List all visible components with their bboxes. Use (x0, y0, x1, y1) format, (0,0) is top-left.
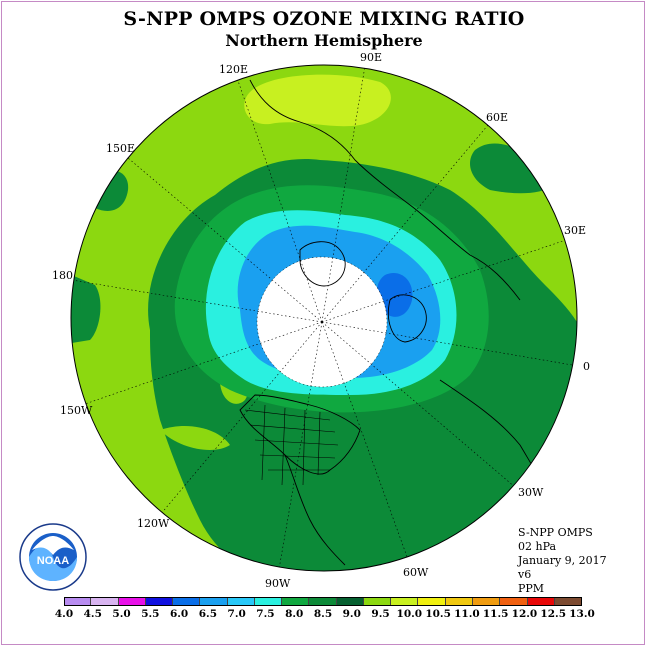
colorbar-swatch (336, 597, 364, 606)
colorbar-tick-label: 6.0 (169, 608, 189, 620)
colorbar-tick-label: 6.5 (198, 608, 218, 620)
meridian-lines (71, 65, 577, 571)
lon-label-90e: 90E (360, 51, 382, 64)
colorbar-swatch (64, 597, 92, 606)
dark-green-blob-northeast (470, 143, 555, 194)
colorbar-tick-label: 5.0 (112, 608, 131, 620)
colorbar-tick-label: 11.0 (454, 608, 480, 620)
noaa-logo-svg: NOAA (19, 523, 87, 591)
eurasia-coast (249, 79, 521, 301)
colorbar-tick-label: 4.0 (54, 608, 74, 620)
us-state-borders (244, 404, 339, 486)
noaa-logo-text: NOAA (37, 555, 69, 567)
colorbar-swatch (363, 597, 392, 606)
lon-label-60e: 60E (486, 111, 508, 124)
colorbar-tick-label: 5.5 (141, 608, 160, 620)
info-level: 02 hPa (518, 540, 557, 553)
colorbar-swatch (282, 597, 310, 606)
colorbar-tick-label: 9.5 (371, 608, 390, 620)
info-instrument: S-NPP OMPS (518, 526, 593, 539)
lon-label-120w: 120W (137, 517, 170, 530)
colorbar-swatch (445, 597, 473, 606)
colorbar-swatch (391, 597, 419, 606)
state-lines-vertical (261, 404, 321, 486)
light-green-west (160, 425, 230, 450)
latitude-circles (256, 256, 388, 388)
lon-label-150e: 150E (106, 142, 135, 155)
colorbar-swatch (527, 597, 555, 606)
longitude-labels: 90E 120E 60E 150E 30E 180 0 150W 30W 120… (52, 51, 590, 590)
info-date: January 9, 2017 (518, 554, 607, 567)
colorbar-tick-label: 7.0 (227, 608, 246, 620)
info-version: v6 (518, 568, 532, 581)
page-title: S-NPP OMPS OZONE MIXING RATIO (123, 8, 525, 30)
colorbar-swatch (118, 597, 146, 606)
colorbar-swatch (254, 597, 283, 606)
lon-label-0: 0 (583, 360, 590, 373)
yellow-patch (244, 74, 391, 127)
north-america-coast (239, 394, 361, 475)
noaa-logo: NOAA (18, 522, 88, 592)
state-lines-horizontal (244, 409, 339, 471)
page-subtitle: Northern Hemisphere (225, 31, 423, 50)
lon-label-60w: 60W (403, 566, 429, 579)
lon-label-30w: 30W (518, 486, 544, 499)
colorbar-tick-label: 12.5 (540, 608, 567, 620)
scandinavia-coast (387, 294, 427, 343)
colorbar-tick-label: 12.0 (511, 608, 538, 620)
lon-label-180: 180 (52, 269, 73, 282)
colorbar-swatch (309, 597, 337, 606)
colorbar-swatch (554, 597, 583, 606)
colorbar-swatch (173, 597, 201, 606)
dark-blue-spot (377, 272, 413, 317)
lon-label-30e: 30E (564, 224, 586, 237)
colorbar-tick-label: 4.5 (83, 608, 102, 620)
colorbar-swatch (500, 597, 528, 606)
lon-label-90w: 90W (265, 577, 291, 590)
colorbar-swatch (418, 597, 446, 606)
map-boundary (70, 64, 578, 572)
colorbar-tick-label: 8.5 (313, 608, 333, 620)
ozone-field (71, 65, 577, 571)
lon-label-120e: 120E (219, 63, 248, 76)
central-america-coast (284, 454, 346, 566)
dark-green-blob-west (71, 270, 101, 345)
colorbar-tick-label: 11.5 (482, 608, 509, 620)
colorbar-swatch (472, 597, 501, 606)
colorbar-tick-label: 10.5 (425, 608, 451, 620)
colorbar-tick-label: 8.0 (285, 608, 304, 620)
colorbar-swatch (227, 597, 255, 606)
info-units: PPM (518, 582, 545, 595)
colorbar-swatch (91, 597, 119, 606)
colorbar-tick-label: 7.5 (256, 608, 275, 620)
lon-label-150w: 150W (60, 404, 93, 417)
colorbar-tick-label: 10.0 (396, 608, 423, 620)
colorbar-tick-label: 13.0 (569, 608, 595, 620)
colorbar-swatch (200, 597, 228, 606)
coastlines (239, 79, 561, 566)
colorbar-tick-label: 9.0 (342, 608, 361, 620)
colorbar-swatch (145, 597, 174, 606)
colorbar (64, 597, 583, 606)
